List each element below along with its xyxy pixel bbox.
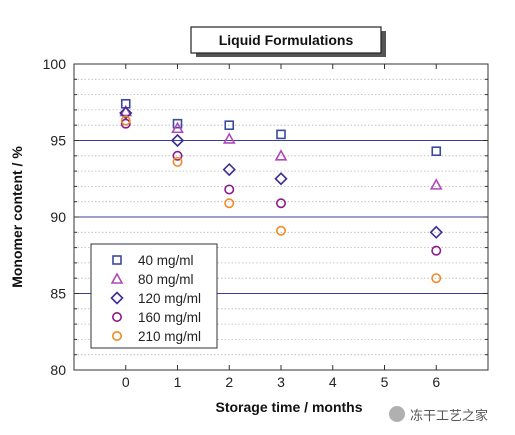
- data-markers: [119, 98, 443, 284]
- legend-marker: [112, 330, 123, 341]
- title-box: [190, 26, 382, 54]
- chart-title: Liquid Formulations: [219, 32, 354, 48]
- data-point-series-5: [120, 115, 131, 126]
- data-point-series-3: [274, 172, 288, 186]
- x-tick-label: 1: [174, 374, 182, 390]
- data-point-series-4: [120, 118, 131, 129]
- watermark: 冻干工艺之家: [389, 403, 488, 425]
- data-point-series-3: [429, 225, 443, 239]
- wechat-icon: [389, 406, 405, 422]
- y-tick-label: 85: [50, 286, 66, 302]
- legend-label: 120 mg/ml: [138, 291, 201, 306]
- data-point-series-5: [224, 198, 235, 209]
- legend-label: 160 mg/ml: [138, 310, 201, 325]
- y-tick-label: 90: [50, 209, 66, 225]
- legend-box: [90, 243, 218, 349]
- data-point-series-3: [119, 106, 133, 120]
- data-point-series-2: [222, 132, 236, 144]
- legend-marker: [112, 311, 123, 322]
- data-point-series-1: [431, 146, 442, 157]
- x-tick-label: 2: [225, 374, 233, 390]
- x-tick-label: 0: [122, 374, 130, 390]
- data-point-series-2: [429, 178, 443, 190]
- y-tick-label: 80: [50, 362, 66, 378]
- data-point-series-4: [275, 198, 286, 209]
- data-point-series-1: [276, 129, 286, 140]
- x-tick-label: 3: [277, 374, 285, 390]
- x-tick-label: 4: [329, 374, 337, 390]
- x-tick-label: 6: [432, 374, 440, 390]
- legend: 40 mg/ml 80 mg/ml 120 mg/ml 160 mg/ml 210 mg…: [110, 253, 201, 344]
- legend-marker: [110, 272, 124, 284]
- y-axis-label: Monomer content / %: [9, 146, 25, 288]
- data-point-series-3: [222, 162, 236, 177]
- data-point-series-2: [274, 149, 288, 161]
- data-point-series-3: [170, 133, 185, 148]
- legend-label: 210 mg/ml: [138, 329, 201, 344]
- legend-marker: [110, 291, 124, 305]
- legend-marker: [112, 255, 122, 265]
- data-point-series-5: [431, 273, 442, 284]
- legend-label: 80 mg/ml: [138, 272, 194, 287]
- legend-label: 40 mg/ml: [138, 253, 194, 268]
- data-point-series-1: [224, 120, 235, 130]
- data-point-series-1: [172, 118, 183, 129]
- watermark-text: 冻干工艺之家: [410, 408, 489, 424]
- data-point-series-4: [224, 184, 235, 195]
- data-point-series-2: [171, 121, 184, 134]
- data-point-series-4: [172, 150, 183, 161]
- y-tick-label: 95: [50, 133, 66, 149]
- data-point-series-4: [431, 245, 442, 256]
- axis-ticks: 80 85 90 95 100 0 1 2 3 4 5 6: [43, 56, 489, 390]
- data-point-series-5: [275, 225, 286, 236]
- y-tick-label: 100: [43, 56, 67, 72]
- x-tick-label: 5: [381, 374, 389, 390]
- x-axis-label: Storage time / months: [215, 399, 362, 415]
- data-point-series-5: [172, 156, 183, 167]
